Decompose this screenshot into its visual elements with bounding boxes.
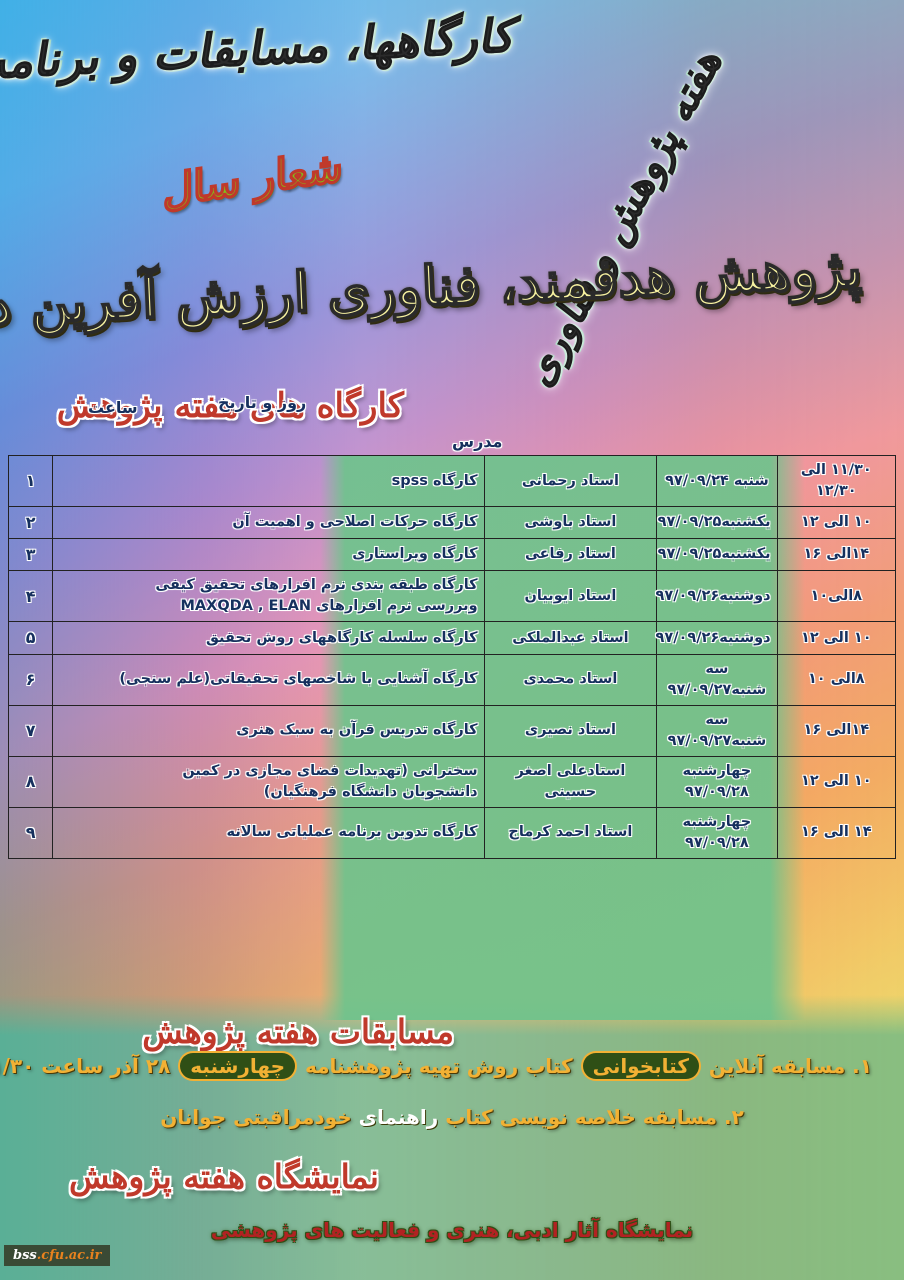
cell-time: ۱۰ الی ۱۲	[776, 506, 897, 540]
workshops-table-body: ۱۱/۳۰ الی ۱۲/۳۰ شنبه ۹۷/۰۹/۲۴ استاد رحمانی…	[7, 454, 897, 859]
table-row: ۸الی۱۰ دوشنبه۹۷/۰۹/۲۶ استاد ایوبیان کارگاه …	[7, 570, 897, 623]
table-row: ۱۴الی ۱۶ سه شنبه۹۷/۰۹/۲۷ استاد نصیری کارگاه…	[7, 704, 897, 757]
exhibition-description: نمایشگاه آثار ادبی، هنری و فعالیت های پژ…	[210, 1218, 694, 1242]
cell-subject-line2: وبررسی نرم افزارهای MAXQDA , ELAN	[180, 598, 478, 615]
workshops-section-title: کارگاه های هفته پژوهش	[56, 386, 404, 426]
cell-teacher: استاد باوشی	[483, 506, 658, 540]
contest-1-prefix: ۱. مسابقه آنلاین	[708, 1054, 872, 1078]
table-row: ۱۰ الی ۱۲ دوشنبه۹۷/۰۹/۲۶ استاد عبدالملکی کا…	[7, 621, 897, 655]
cell-subject-line2: دانشجویان دانشگاه فرهنگیان)	[263, 783, 478, 800]
cell-subject: کارگاه حرکات اصلاحی و اهمیت آن	[52, 506, 485, 540]
poster-header-sub-title: هفته پژوهش و فناوری	[517, 35, 731, 395]
cell-date: چهارشنبه ۹۷/۰۹/۲۸	[656, 755, 778, 808]
cell-time: ۱۱/۳۰ الی ۱۲/۳۰	[776, 454, 897, 508]
cell-date: سه شنبه۹۷/۰۹/۲۷	[656, 704, 778, 757]
cell-row-number: ۳	[7, 538, 54, 572]
cell-subject-line1: کارگاه حرکات اصلاحی و اهمیت آن	[232, 514, 478, 531]
cell-subject-line1: کارگاه آشنایی با شاخصهای تحقیقاتی(علم سن…	[119, 671, 478, 688]
cell-date: شنبه ۹۷/۰۹/۲۴	[656, 454, 778, 508]
cell-row-number: ۷	[7, 704, 54, 757]
cell-row-number: ۸	[7, 755, 54, 808]
contest-item-1: ۱. مسابقه آنلاین کتابخوانی کتاب روش تهیه…	[0, 1053, 872, 1079]
column-caption-teacher: مدرس	[452, 432, 503, 451]
cell-date: دوشنبه۹۷/۰۹/۲۶	[656, 570, 778, 623]
cell-date: یکشنبه۹۷/۰۹/۲۵	[656, 506, 778, 540]
cell-subject-line1: کارگاه تدریس قرآن به سبک هنری	[236, 722, 478, 739]
contest-2-prefix: ۲. مسابقه خلاصه نویسی کتاب	[445, 1105, 744, 1129]
table-row: ۸الی ۱۰ سه شنبه۹۷/۰۹/۲۷ استاد محمدی کارگاه …	[7, 653, 897, 706]
cell-time: ۱۴ الی ۱۶	[776, 806, 897, 859]
contest-1-highlight-ketabkhani: کتابخوانی	[582, 1053, 699, 1079]
cell-time: ۱۴الی ۱۶	[776, 704, 897, 757]
site-watermark: bss.cfu.ac.ir	[4, 1245, 111, 1266]
cell-teacher: استاد رحمانی	[483, 454, 658, 508]
cell-teacher: استاد عبدالملکی	[483, 621, 658, 655]
contest-item-2: ۲. مسابقه خلاصه نویسی کتاب راهنمای خودمر…	[32, 1105, 872, 1129]
cell-subject: کارگاه تدوین برنامه عملیاتی سالانه	[52, 806, 485, 859]
cell-subject: سخنرانی (تهدیدات فضای مجازی در کمین دانشج…	[52, 755, 485, 808]
contest-2-suffix: خودمراقبتی جوانان	[160, 1105, 352, 1129]
contest-1-middle: کتاب روش تهیه پژوهشنامه	[304, 1054, 573, 1078]
table-row: ۱۴الی ۱۶ یکشنبه۹۷/۰۹/۲۵ استاد رفاعی کارگاه …	[7, 538, 897, 572]
contests-section-title: مسابقات هفته پژوهش	[142, 1012, 454, 1051]
cell-teacher: استاد احمد کرماج	[483, 806, 658, 859]
cell-date: دوشنبه۹۷/۰۹/۲۶	[656, 621, 778, 655]
column-caption-time: ساعت	[88, 398, 138, 417]
slogan-text: پژوهش هدفمند، فناوری ارزش آفرین در خدمت …	[0, 234, 864, 357]
cell-subject-line1: کارگاه طبقه بندی نرم افزارهای تحقیق کیفی	[155, 577, 478, 594]
cell-subject-line1: سخنرانی (تهدیدات فضای مجازی در کمین	[182, 762, 478, 779]
cell-subject: کارگاه spss	[52, 454, 485, 508]
table-row: ۱۰ الی ۱۲ چهارشنبه ۹۷/۰۹/۲۸ استادعلی اصغر …	[7, 755, 897, 808]
cell-time: ۸الی ۱۰	[776, 653, 897, 706]
cell-subject: کارگاه تدریس قرآن به سبک هنری	[52, 704, 485, 757]
cell-teacher: استاد رفاعی	[483, 538, 658, 572]
watermark-suffix: .cfu.ac.ir	[36, 1248, 102, 1263]
cell-subject: کارگاه آشنایی با شاخصهای تحقیقاتی(علم سن…	[52, 653, 485, 706]
cell-date: یکشنبه۹۷/۰۹/۲۵	[656, 538, 778, 572]
cell-row-number: ۱	[7, 454, 54, 508]
cell-subject-line1: کارگاه سلسله کارگاههای روش تحقیق	[205, 629, 478, 646]
cell-subject-line1: کارگاه spss	[391, 472, 478, 489]
cell-subject-line1: کارگاه ویراستاری	[352, 546, 478, 563]
cell-subject: کارگاه ویراستاری	[52, 538, 485, 572]
slogan-label: شعار سال	[162, 140, 344, 217]
watermark-prefix: bss	[13, 1248, 37, 1263]
cell-row-number: ۲	[7, 506, 54, 540]
contest-1-highlight-wednesday: چهارشنبه	[180, 1053, 295, 1079]
cell-teacher: استاد نصیری	[483, 704, 658, 757]
cell-teacher: استادعلی اصغر حسینی	[483, 755, 658, 808]
cell-subject-line1: کارگاه تدوین برنامه عملیاتی سالانه	[226, 824, 478, 841]
cell-row-number: ۴	[7, 570, 54, 623]
cell-subject: کارگاه سلسله کارگاههای روش تحقیق	[52, 621, 485, 655]
cell-time: ۱۰ الی ۱۲	[776, 621, 897, 655]
contest-2-highlight-rahnama: راهنمای	[358, 1105, 439, 1129]
cell-teacher: استاد محمدی	[483, 653, 658, 706]
cell-row-number: ۹	[7, 806, 54, 859]
workshops-table-wrapper: ۱۱/۳۰ الی ۱۲/۳۰ شنبه ۹۷/۰۹/۲۴ استاد رحمانی…	[7, 454, 897, 859]
cell-date: سه شنبه۹۷/۰۹/۲۷	[656, 653, 778, 706]
cell-time: ۱۰ الی ۱۲	[776, 755, 897, 808]
exhibition-section-title: نمایشگاه هفته پژوهش	[68, 1157, 379, 1196]
poster-header-main-title: کارگاهها، مسابقات و برنامه های	[0, 7, 522, 94]
cell-time: ۱۴الی ۱۶	[776, 538, 897, 572]
workshops-table: ۱۱/۳۰ الی ۱۲/۳۰ شنبه ۹۷/۰۹/۲۴ استاد رحمانی…	[7, 454, 897, 859]
cell-subject: کارگاه طبقه بندی نرم افزارهای تحقیق کیفی…	[52, 570, 485, 623]
column-caption-date: روز و تاریخ	[218, 393, 307, 412]
cell-row-number: ۵	[7, 621, 54, 655]
table-row: ۱۴ الی ۱۶ چهارشنبه ۹۷/۰۹/۲۸ استاد احمد کرم…	[7, 806, 897, 859]
table-row: ۱۰ الی ۱۲ یکشنبه۹۷/۰۹/۲۵ استاد باوشی کارگاه…	[7, 506, 897, 540]
table-row: ۱۱/۳۰ الی ۱۲/۳۰ شنبه ۹۷/۰۹/۲۴ استاد رحمانی…	[7, 454, 897, 508]
cell-teacher: استاد ایوبیان	[483, 570, 658, 623]
cell-date: چهارشنبه ۹۷/۰۹/۲۸	[656, 806, 778, 859]
contest-1-suffix: ۲۸ آذر ساعت ۱۱/۳۰ الی ۱۴	[0, 1054, 171, 1078]
cell-row-number: ۶	[7, 653, 54, 706]
cell-time: ۸الی۱۰	[776, 570, 897, 623]
